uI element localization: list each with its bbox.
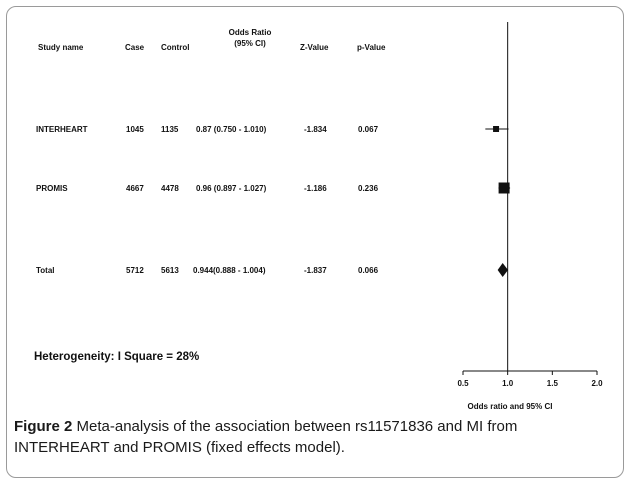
x-axis: 0.5 1.0 1.5 2.0 [457, 22, 603, 388]
x-tick-label: 0.5 [457, 379, 469, 388]
caption-text: Meta-analysis of the association between… [14, 418, 518, 456]
row-control: 5613 [161, 266, 179, 275]
row-control: 1135 [161, 125, 179, 134]
row-odds-ratio: 0.87 (0.750 - 1.010) [196, 125, 267, 134]
row-case: 5712 [126, 266, 144, 275]
header-odds-ratio-line1: Odds Ratio [229, 28, 272, 37]
row-p-value: 0.066 [358, 266, 379, 275]
row-p-value: 0.236 [358, 184, 379, 193]
row-control: 4478 [161, 184, 179, 193]
row-odds-ratio: 0.96 (0.897 - 1.027) [196, 184, 267, 193]
header-odds-ratio-line2: (95% CI) [234, 39, 266, 48]
caption-label: Figure 2 [14, 418, 73, 435]
row-case: 1045 [126, 125, 144, 134]
study-square [498, 182, 510, 194]
row-case: 4667 [126, 184, 144, 193]
row-study: Total [36, 266, 55, 275]
header-case: Case [125, 43, 145, 52]
x-tick-label: 1.0 [502, 379, 514, 388]
row-z-value: -1.186 [304, 184, 327, 193]
forest-marks [485, 126, 511, 277]
study-square [493, 126, 500, 132]
x-axis-label: Odds ratio and 95% CI [468, 402, 553, 410]
header-p-value: p-Value [357, 43, 386, 52]
forest-plot: Study name Case Control Odds Ratio (95% … [34, 22, 603, 410]
pooled-diamond [497, 263, 509, 277]
row-odds-ratio: 0.944(0.888 - 1.004) [193, 266, 266, 275]
heterogeneity-label: Heterogeneity: I Square = 28% [34, 351, 199, 363]
figure-frame [6, 6, 624, 478]
row-z-value: -1.837 [304, 266, 327, 275]
figure-caption: Figure 2 Meta-analysis of the associatio… [14, 416, 614, 458]
x-tick-label: 1.5 [547, 379, 559, 388]
row-p-value: 0.067 [358, 125, 379, 134]
header-study-name: Study name [38, 43, 84, 52]
x-tick-label: 2.0 [591, 379, 603, 388]
row-z-value: -1.834 [304, 125, 327, 134]
header-z-value: Z-Value [300, 43, 329, 52]
header-control: Control [161, 43, 189, 52]
row-study: PROMIS [36, 184, 68, 193]
row-study: INTERHEART [36, 125, 88, 134]
